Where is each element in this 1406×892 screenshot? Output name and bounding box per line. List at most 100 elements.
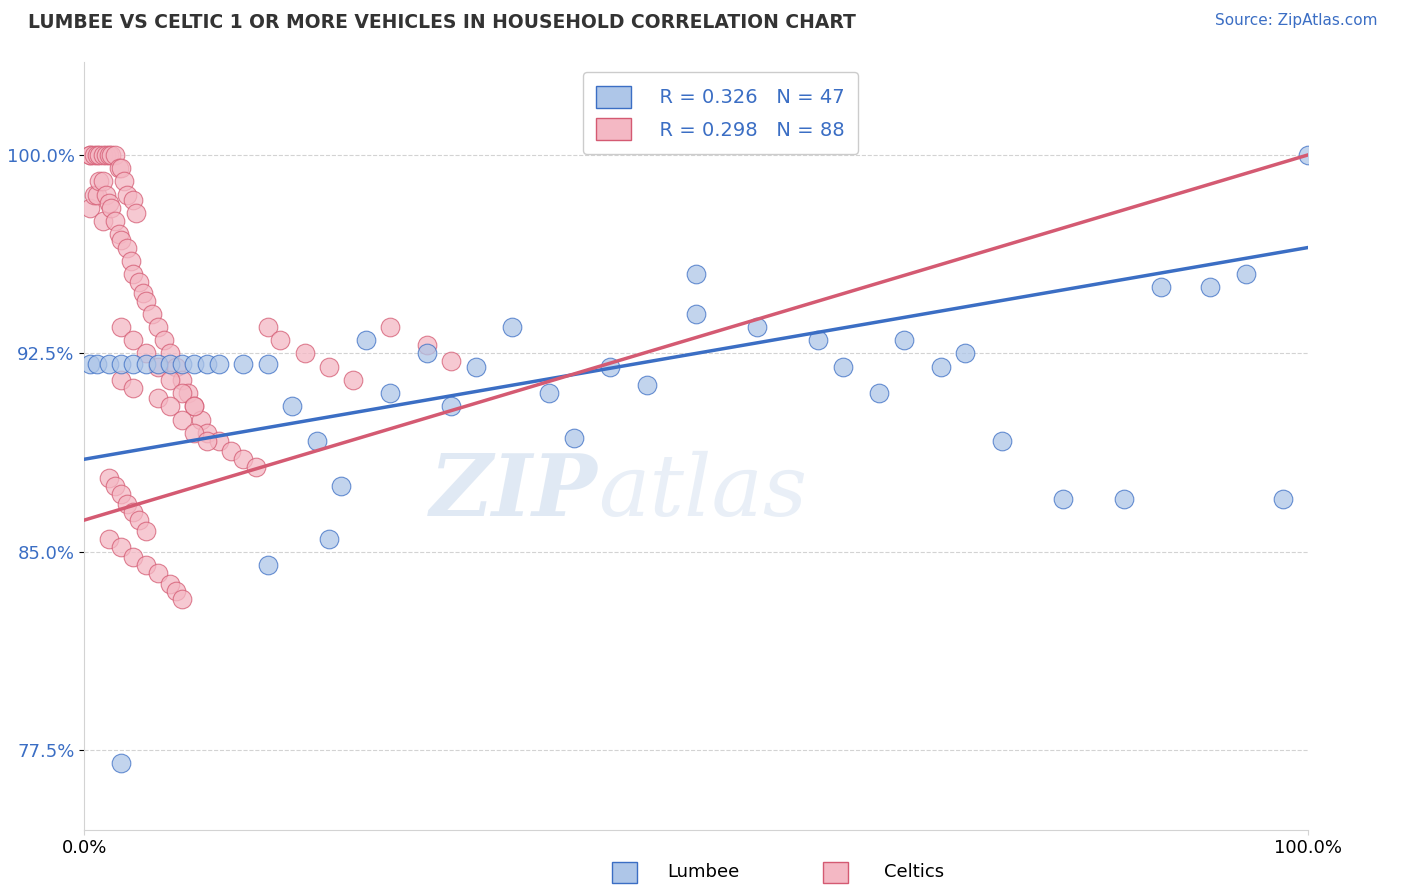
Point (79, 148, 101, 162)
Point (269, 333, 291, 347)
Point (1114, 491, 1136, 506)
Point (893, 333, 915, 347)
Point (91, 214, 114, 228)
Text: Source: ZipAtlas.com: Source: ZipAtlas.com (1215, 13, 1378, 29)
Point (112, 174, 135, 188)
Point (135, 524, 157, 538)
Point (146, 357, 169, 371)
Point (135, 346, 157, 360)
Point (146, 392, 169, 406)
Point (991, 434, 1014, 448)
Point (146, 566, 169, 580)
Point (380, 386, 402, 401)
Point (146, 320, 169, 334)
Point (219, 444, 242, 458)
Point (165, 584, 187, 599)
Point (440, 354, 463, 368)
Point (281, 400, 304, 414)
Point (440, 400, 463, 414)
Point (104, 214, 127, 228)
Point (115, 241, 138, 255)
Point (636, 378, 658, 392)
Point (464, 359, 486, 374)
Point (146, 359, 169, 374)
Point (190, 412, 212, 426)
Point (747, 320, 769, 334)
Point (141, 307, 163, 321)
Point (172, 412, 194, 426)
Point (208, 357, 231, 371)
Point (110, 320, 132, 334)
Point (107, 227, 129, 242)
Point (183, 357, 205, 371)
Point (79, 357, 101, 371)
Point (104, 478, 127, 492)
Point (159, 400, 181, 414)
Point (318, 532, 340, 546)
Point (83, 148, 105, 162)
Point (125, 206, 148, 220)
Point (1272, 491, 1295, 506)
Point (257, 320, 280, 334)
Point (91, 148, 114, 162)
Point (257, 357, 280, 371)
Text: ZIP: ZIP (430, 450, 598, 533)
Point (416, 338, 439, 352)
Point (172, 592, 194, 607)
Point (195, 434, 218, 448)
Text: LUMBEE VS CELTIC 1 OR MORE VEHICLES IN HOUSEHOLD CORRELATION CHART: LUMBEE VS CELTIC 1 OR MORE VEHICLES IN H… (28, 13, 856, 32)
Point (354, 333, 377, 347)
Text: Celtics: Celtics (884, 863, 943, 881)
Point (1198, 280, 1220, 294)
Point (107, 161, 129, 176)
Point (110, 540, 132, 554)
Point (172, 357, 194, 371)
Point (305, 434, 328, 448)
Point (685, 307, 707, 321)
Point (91, 174, 114, 188)
Point (132, 285, 155, 300)
Point (294, 346, 316, 360)
Point (97, 357, 120, 371)
Point (87, 174, 110, 188)
Point (110, 756, 132, 771)
Point (869, 386, 891, 401)
Point (183, 400, 205, 414)
Point (1236, 267, 1258, 281)
Point (115, 187, 138, 202)
Legend:   R = 0.326   N = 47,   R = 0.298   N = 88: R = 0.326 N = 47, R = 0.298 N = 88 (582, 72, 858, 154)
Point (86, 357, 108, 371)
Text: atlas: atlas (598, 450, 807, 533)
Point (159, 576, 181, 591)
Point (122, 357, 145, 371)
Point (318, 359, 340, 374)
Point (122, 333, 145, 347)
Point (110, 486, 132, 500)
Point (86, 187, 108, 202)
Point (245, 460, 267, 475)
Point (380, 320, 402, 334)
Point (97, 471, 120, 485)
Point (257, 558, 280, 572)
Point (100, 201, 122, 215)
Point (96, 187, 118, 202)
Point (342, 373, 364, 387)
Point (110, 373, 132, 387)
Point (195, 357, 218, 371)
Point (96, 148, 118, 162)
Point (122, 505, 145, 519)
Point (135, 357, 157, 371)
Point (97, 195, 120, 210)
Point (330, 478, 353, 492)
Point (929, 359, 952, 374)
Point (104, 148, 127, 162)
Point (195, 425, 218, 440)
Point (159, 373, 181, 387)
Point (208, 434, 231, 448)
Point (87, 148, 110, 162)
Text: Lumbee: Lumbee (666, 863, 740, 881)
Point (685, 267, 707, 281)
Point (953, 346, 976, 360)
Point (183, 425, 205, 440)
Point (135, 293, 157, 308)
